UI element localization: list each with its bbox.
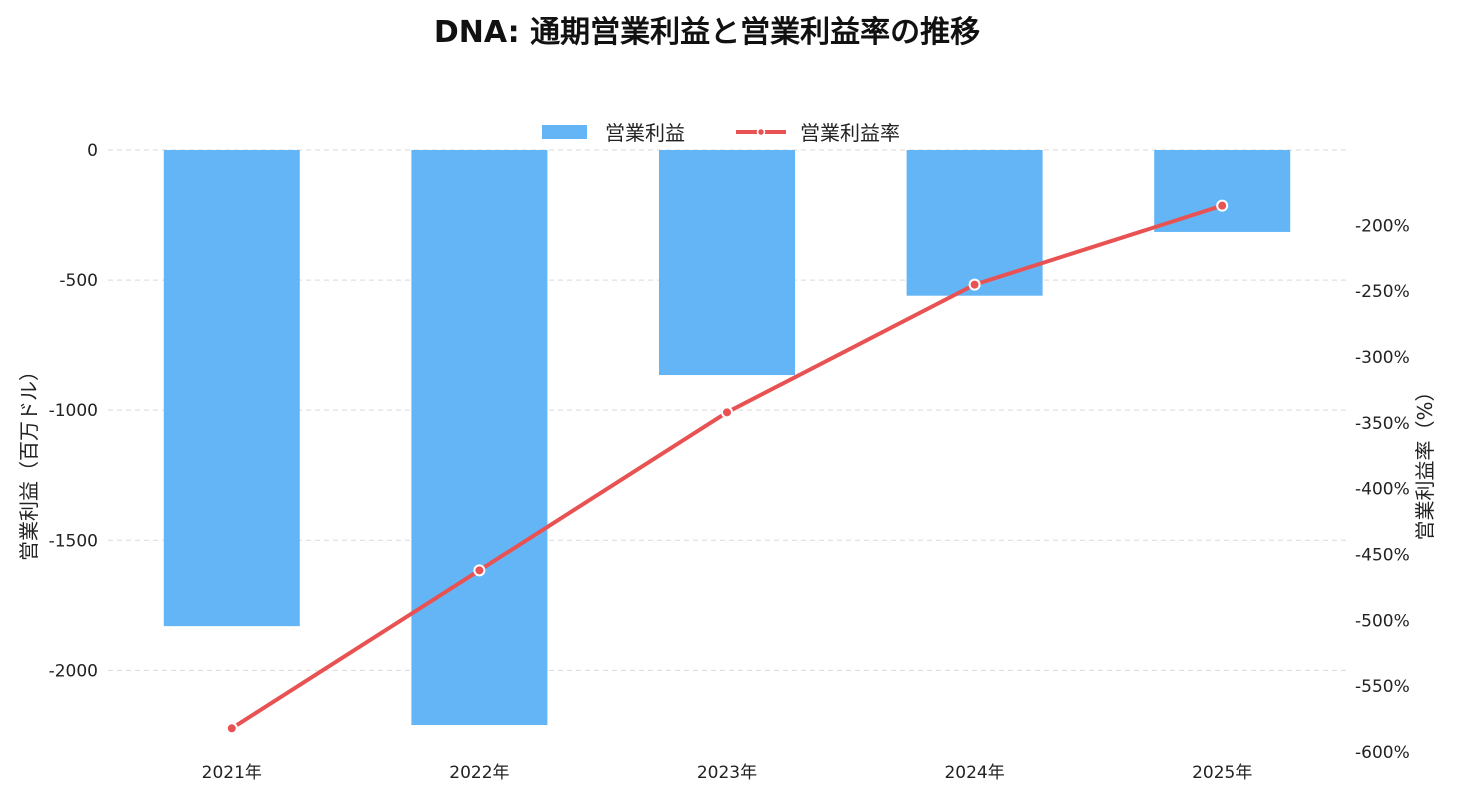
left-tick-label: -500 bbox=[59, 271, 98, 291]
x-tick-label: 2023年 bbox=[697, 763, 757, 783]
left-tick-label: -2000 bbox=[49, 661, 98, 681]
x-tick-label: 2025年 bbox=[1192, 763, 1252, 783]
bar bbox=[411, 150, 548, 725]
right-tick-label: -350% bbox=[1355, 414, 1410, 434]
x-tick-label: 2024年 bbox=[944, 763, 1004, 783]
left-tick-label: -1500 bbox=[49, 531, 98, 551]
right-tick-label: -450% bbox=[1355, 546, 1410, 566]
x-tick-label: 2021年 bbox=[202, 763, 262, 783]
line-point bbox=[225, 722, 238, 735]
x-tick-label: 2022年 bbox=[449, 763, 509, 783]
right-tick-label: -200% bbox=[1355, 216, 1410, 236]
right-tick-label: -400% bbox=[1355, 480, 1410, 500]
bar bbox=[659, 150, 795, 376]
line-series bbox=[225, 199, 1229, 735]
legend: 営業利益 営業利益率 bbox=[542, 121, 900, 145]
left-tick-label: 0 bbox=[87, 141, 98, 161]
right-tick-label: -500% bbox=[1355, 611, 1410, 631]
legend-label-operating-income: 営業利益 bbox=[605, 121, 685, 145]
bars bbox=[163, 150, 1291, 725]
line-point bbox=[1216, 199, 1229, 212]
legend-bar-swatch bbox=[542, 125, 587, 139]
right-axis-ticks: -200% -250% -300% -350% -400% -450% -500% -550%… bbox=[1355, 216, 1410, 763]
right-tick-label: -250% bbox=[1355, 282, 1410, 302]
line-point bbox=[473, 564, 486, 577]
line-point bbox=[721, 406, 733, 419]
bar bbox=[906, 150, 1043, 296]
legend-line-marker bbox=[756, 127, 766, 137]
right-tick-label: -600% bbox=[1355, 743, 1410, 763]
right-tick-label: -550% bbox=[1355, 677, 1410, 697]
line-point bbox=[968, 278, 981, 291]
left-tick-label: -1000 bbox=[49, 401, 98, 421]
right-tick-label: -300% bbox=[1355, 348, 1410, 368]
x-axis-ticks: 2021年 2022年 2023年 2024年 2025年 bbox=[202, 763, 1253, 783]
left-axis-title: 営業利益（百万ドル） bbox=[17, 361, 41, 561]
legend-label-operating-margin: 営業利益率 bbox=[800, 121, 900, 145]
bar bbox=[163, 150, 300, 627]
left-axis-ticks: 0 -500 -1000 -1500 -2000 bbox=[49, 141, 98, 681]
right-axis-title: 営業利益率（%） bbox=[1413, 381, 1437, 540]
chart-title: DNA: 通期営業利益と営業利益率の推移 bbox=[434, 15, 980, 50]
